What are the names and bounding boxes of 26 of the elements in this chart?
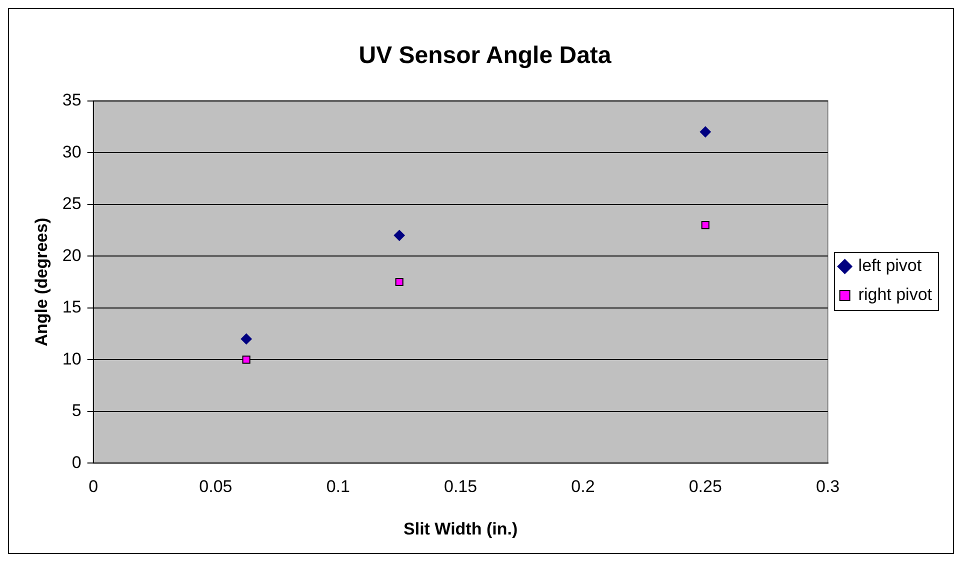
legend-label: left pivot	[858, 256, 922, 276]
x-tick-label: 0.1	[326, 477, 350, 496]
y-tick-label: 30	[62, 142, 82, 162]
y-tick-label: 15	[62, 298, 82, 317]
x-tick-label: 0.25	[688, 477, 722, 496]
x-tick-label: 0.3	[816, 477, 840, 496]
point	[240, 333, 252, 344]
x-tick-label: 0	[88, 477, 98, 496]
point	[700, 126, 711, 138]
y-tick-label: 10	[62, 349, 82, 368]
y-tick-label: 20	[62, 246, 82, 265]
y-axis-title: Angle (degrees)	[32, 218, 51, 346]
y-tick-label: 35	[62, 90, 82, 110]
point	[242, 356, 250, 364]
x-tick-label: 0.05	[199, 477, 232, 496]
chart-title: UV Sensor Angle Data	[358, 42, 612, 70]
x-axis-title: Slit Width (in.)	[404, 519, 518, 538]
point	[701, 221, 710, 230]
y-tick-label: 25	[62, 194, 82, 214]
y-tick-label: 5	[72, 401, 82, 420]
y-tick-label: 0	[72, 452, 82, 472]
x-tick-label: 0.15	[444, 477, 478, 496]
point	[395, 278, 404, 286]
point	[394, 230, 405, 241]
legend-label: right pivot	[858, 285, 932, 304]
x-tick-label: 0.2	[571, 477, 595, 496]
